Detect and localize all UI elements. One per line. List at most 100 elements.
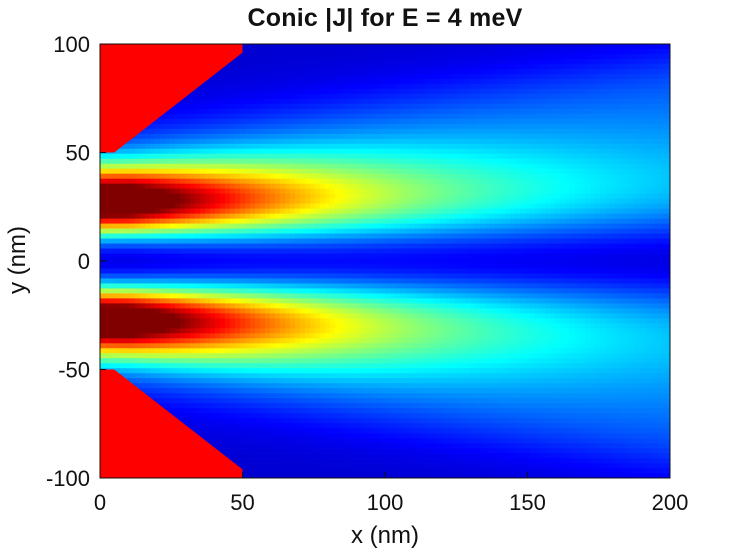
heatmap-cell bbox=[395, 138, 401, 145]
heatmap-cell bbox=[225, 148, 231, 155]
heatmap-cell bbox=[190, 93, 196, 100]
heatmap-cell bbox=[660, 143, 666, 150]
heatmap-cell bbox=[625, 193, 631, 199]
heatmap-cell bbox=[365, 183, 371, 190]
heatmap-cell bbox=[300, 178, 306, 185]
heatmap-cell bbox=[595, 88, 601, 95]
heatmap-cell bbox=[105, 218, 111, 224]
heatmap-cell bbox=[580, 68, 586, 75]
heatmap-cell bbox=[305, 63, 311, 70]
heatmap-cell bbox=[370, 138, 376, 145]
heatmap-cell bbox=[230, 163, 236, 170]
heatmap-cell bbox=[390, 198, 396, 204]
heatmap-cell bbox=[475, 73, 481, 80]
heatmap-cell bbox=[200, 208, 206, 214]
heatmap-cell bbox=[450, 153, 456, 160]
heatmap-cell bbox=[540, 188, 546, 195]
heatmap-cell bbox=[640, 228, 646, 234]
heatmap-cell bbox=[575, 133, 581, 140]
heatmap-cell bbox=[635, 233, 641, 239]
heatmap-cell bbox=[460, 133, 466, 140]
heatmap-cell bbox=[410, 58, 416, 65]
heatmap-cell bbox=[270, 118, 276, 125]
heatmap-cell bbox=[390, 173, 396, 180]
heatmap-cell bbox=[590, 228, 596, 234]
heatmap-cell bbox=[505, 228, 511, 234]
heatmap-cell bbox=[115, 193, 121, 199]
heatmap-cell bbox=[615, 83, 621, 90]
heatmap-cell bbox=[595, 168, 601, 175]
heatmap-cell bbox=[435, 78, 441, 85]
heatmap-cell bbox=[620, 68, 626, 75]
heatmap-cell bbox=[350, 58, 356, 65]
heatmap-cell bbox=[650, 208, 656, 214]
heatmap-cell bbox=[645, 243, 651, 249]
heatmap-cell bbox=[540, 44, 546, 50]
heatmap-cell bbox=[285, 83, 291, 90]
heatmap-cell bbox=[155, 208, 161, 214]
heatmap-cell bbox=[610, 44, 616, 50]
heatmap-cell bbox=[600, 128, 606, 135]
heatmap-cell bbox=[240, 198, 246, 204]
heatmap-cell bbox=[335, 53, 341, 60]
heatmap-cell bbox=[270, 203, 276, 209]
heatmap-cell bbox=[330, 133, 336, 140]
heatmap-cell bbox=[335, 208, 341, 214]
heatmap-cell bbox=[485, 108, 491, 115]
heatmap-cell bbox=[620, 113, 626, 120]
heatmap-cell bbox=[470, 143, 476, 150]
heatmap-cell bbox=[515, 183, 521, 190]
heatmap-cell bbox=[615, 133, 621, 140]
heatmap-cell bbox=[595, 123, 601, 130]
heatmap-cell bbox=[620, 208, 626, 214]
heatmap-cell bbox=[580, 238, 586, 244]
heatmap-cell bbox=[490, 253, 496, 259]
heatmap-cell bbox=[535, 83, 541, 90]
heatmap-cell bbox=[170, 153, 176, 160]
heatmap-cell bbox=[425, 223, 431, 229]
heatmap-cell bbox=[110, 253, 116, 259]
heatmap-cell bbox=[585, 243, 591, 249]
heatmap-cell bbox=[455, 153, 461, 160]
heatmap-cell bbox=[185, 183, 191, 190]
heatmap-cell bbox=[255, 118, 261, 125]
heatmap-cell bbox=[110, 228, 116, 234]
heatmap-cell bbox=[275, 158, 281, 165]
heatmap-cell bbox=[570, 44, 576, 50]
heatmap-cell bbox=[455, 183, 461, 190]
heatmap-cell bbox=[265, 133, 271, 140]
heatmap-cell bbox=[260, 78, 266, 85]
heatmap-cell bbox=[255, 218, 261, 224]
heatmap-cell bbox=[445, 213, 451, 219]
heatmap-cell bbox=[400, 168, 406, 175]
heatmap-cell bbox=[625, 233, 631, 239]
heatmap-cell bbox=[470, 58, 476, 65]
heatmap-cell bbox=[350, 73, 356, 80]
heatmap-cell bbox=[160, 188, 166, 195]
heatmap-cell bbox=[260, 148, 266, 155]
heatmap-cell bbox=[620, 48, 626, 55]
heatmap-cell bbox=[445, 118, 451, 125]
heatmap-cell bbox=[355, 44, 361, 50]
heatmap-cell bbox=[590, 188, 596, 195]
heatmap-cell bbox=[440, 48, 446, 55]
heatmap-cell bbox=[110, 198, 116, 204]
heatmap-cell bbox=[560, 68, 566, 75]
heatmap-cell bbox=[615, 173, 621, 180]
heatmap-cell bbox=[525, 78, 531, 85]
heatmap-cell bbox=[360, 123, 366, 130]
heatmap-cell bbox=[165, 188, 171, 195]
heatmap-cell bbox=[450, 98, 456, 105]
heatmap-cell bbox=[655, 198, 661, 204]
heatmap-cell bbox=[490, 203, 496, 209]
heatmap-cell bbox=[610, 158, 616, 165]
heatmap-cell bbox=[175, 178, 181, 185]
heatmap-cell bbox=[155, 203, 161, 209]
heatmap-cell bbox=[595, 53, 601, 60]
heatmap-cell bbox=[210, 208, 216, 214]
heatmap-cell bbox=[180, 203, 186, 209]
heatmap-cell bbox=[575, 118, 581, 125]
heatmap-cell bbox=[200, 233, 206, 239]
heatmap-cell bbox=[305, 178, 311, 185]
heatmap-cell bbox=[270, 243, 276, 249]
